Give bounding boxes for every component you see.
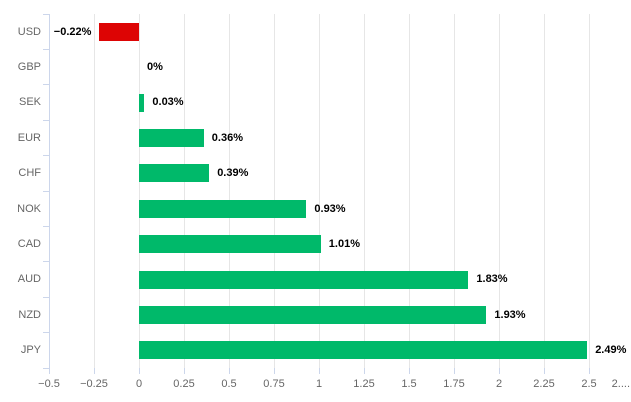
category-label-jpy: JPY	[20, 344, 41, 357]
category-label-cad: CAD	[17, 238, 41, 251]
x-tick-label: 1.75	[443, 378, 465, 390]
x-axis-tick-mark	[543, 368, 545, 374]
y-axis-tick-mark	[43, 48, 49, 50]
x-tick-label: −0.5	[38, 378, 60, 390]
gridline	[543, 14, 545, 368]
y-axis-line	[48, 14, 50, 368]
x-axis-tick-mark	[363, 368, 365, 374]
y-axis-tick-mark	[43, 261, 49, 263]
x-axis-tick-mark	[273, 368, 275, 374]
gridline	[183, 14, 185, 368]
gridline	[363, 14, 365, 368]
bar-value-label: 1.83%	[476, 273, 508, 286]
x-tick-label: 1	[315, 378, 323, 390]
x-axis-tick-mark	[228, 368, 230, 374]
bar-cad	[139, 235, 321, 254]
category-label-nok: NOK	[17, 202, 41, 215]
x-axis-tick-mark	[48, 368, 50, 374]
gridline	[273, 14, 275, 368]
bar-value-label: 0.39%	[217, 167, 249, 180]
gridline	[318, 14, 320, 368]
y-axis-tick-mark	[43, 367, 49, 369]
gridline	[453, 14, 455, 368]
x-axis-tick-mark	[93, 368, 95, 374]
gridline	[588, 14, 590, 368]
gridline	[498, 14, 500, 368]
x-axis-tick-mark	[588, 368, 590, 374]
category-label-sek: SEK	[18, 96, 41, 109]
x-tick-label: 2	[495, 378, 503, 390]
x-axis-tick-mark	[318, 368, 320, 374]
y-axis-tick-mark	[43, 296, 49, 298]
y-axis-tick-mark	[43, 119, 49, 121]
bar-jpy	[139, 341, 588, 360]
x-tick-label: 2.5	[581, 378, 597, 390]
gridline	[228, 14, 230, 368]
x-axis-tick-mark	[498, 368, 500, 374]
x-axis-tick-mark	[408, 368, 410, 374]
x-tick-label: 0.25	[173, 378, 195, 390]
x-tick-label: 2.25	[533, 378, 555, 390]
category-label-usd: USD	[17, 25, 41, 38]
y-axis-tick-mark	[43, 155, 49, 157]
bar-value-label: 1.93%	[494, 308, 526, 321]
x-axis-tick-mark	[183, 368, 185, 374]
bar-value-label: 0.36%	[211, 131, 243, 144]
gridline	[408, 14, 410, 368]
x-tick-label: 0.5	[221, 378, 237, 390]
category-label-eur: EUR	[17, 131, 41, 144]
category-label-nzd: NZD	[18, 308, 41, 321]
bar-value-label: 0.03%	[152, 96, 184, 109]
category-label-gbp: GBP	[17, 61, 41, 74]
bar-value-label: 2.49%	[595, 344, 627, 357]
x-tick-label: 1.5	[401, 378, 417, 390]
gridline	[93, 14, 95, 368]
category-label-aud: AUD	[17, 273, 41, 286]
y-axis-tick-mark	[43, 13, 49, 15]
y-axis-tick-mark	[43, 225, 49, 227]
y-axis-tick-mark	[43, 332, 49, 334]
x-axis-tick-mark	[138, 368, 140, 374]
bar-nok	[139, 199, 307, 218]
x-axis-tick-mark	[453, 368, 455, 374]
y-axis-tick-mark	[43, 84, 49, 86]
bar-chf	[139, 164, 210, 183]
x-tick-label: 1.25	[353, 378, 375, 390]
y-axis-tick-mark	[43, 190, 49, 192]
category-label-chf: CHF	[18, 167, 41, 180]
bar-value-label: 0.93%	[314, 202, 346, 215]
bar-usd	[99, 22, 139, 41]
gridline	[138, 14, 140, 368]
bar-sek	[139, 93, 145, 112]
plot-area: −0.22% 0% 0.03% 0.36% 0.39% 0.93% 1.01% 1.83% 1.…	[43, 13, 631, 374]
x-tick-label: 0	[135, 378, 143, 390]
x-tick-label: 2....	[611, 378, 630, 390]
bar-value-label: 1.01%	[328, 238, 360, 251]
bar-nzd	[139, 305, 487, 324]
bar-value-label: −0.22%	[53, 25, 92, 38]
x-tick-label: −0.25	[80, 378, 108, 390]
bar-eur	[139, 128, 204, 147]
bar-value-label: 0%	[147, 61, 163, 74]
x-tick-label: 0.75	[263, 378, 285, 390]
bar-aud	[139, 270, 469, 289]
